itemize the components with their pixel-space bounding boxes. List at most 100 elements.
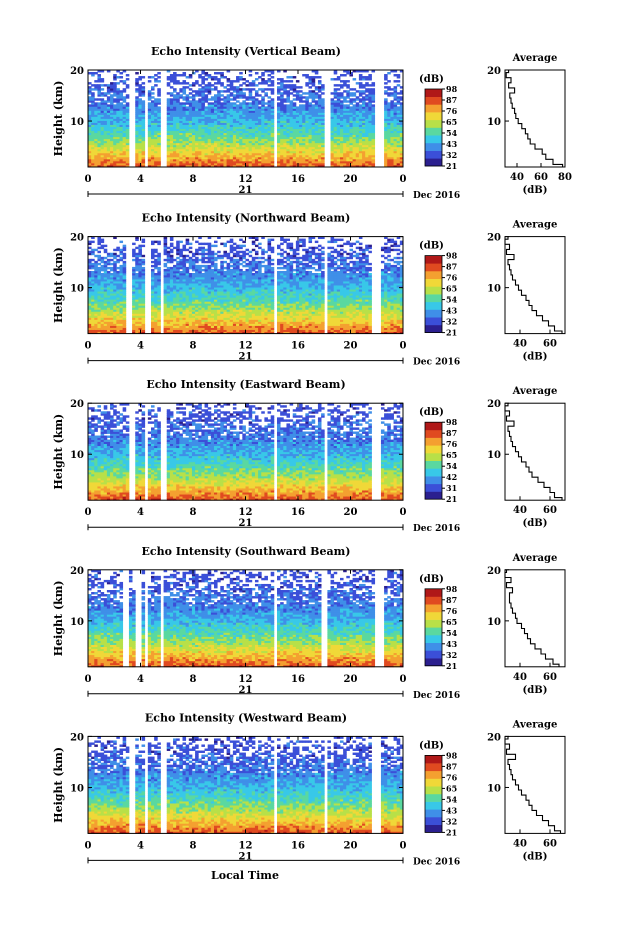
y-tick-label: 10: [70, 117, 84, 128]
heatmap-cell: [110, 162, 114, 166]
heatmap-cell: [188, 74, 193, 77]
heatmap-cell: [210, 120, 215, 123]
heatmap-cell: [135, 118, 139, 121]
heatmap-cell: [173, 78, 177, 81]
heatmap-cell: [346, 90, 350, 93]
heatmap-cell: [94, 146, 98, 150]
heatmap-cell: [251, 120, 256, 123]
heatmap-cell: [173, 122, 177, 125]
heatmap-cell: [110, 126, 114, 129]
heatmap-cell: [207, 138, 212, 142]
heatmap-cell: [195, 144, 199, 148]
heatmap-cell: [217, 78, 221, 81]
heatmap-cell: [166, 150, 171, 154]
heatmap-cell: [201, 138, 205, 142]
heatmap-cell: [201, 134, 205, 138]
heatmap-cell: [122, 114, 127, 117]
heatmap-cell: [88, 124, 92, 127]
heatmap-cell: [116, 82, 120, 85]
heatmap-cell: [141, 90, 146, 93]
heatmap-cell: [125, 96, 130, 99]
heatmap-cell: [214, 88, 218, 91]
heatmap-cell: [125, 110, 130, 113]
heatmap-cell: [258, 162, 262, 166]
heatmap-cell: [106, 152, 111, 156]
heatmap-cell: [201, 242, 205, 246]
heatmap-cell: [226, 142, 231, 146]
heatmap-cell: [169, 144, 174, 148]
heatmap-cell: [217, 108, 221, 111]
heatmap-cell: [261, 116, 265, 119]
heatmap-cell: [182, 136, 187, 140]
heatmap-cell: [214, 96, 218, 99]
heatmap-cell: [103, 260, 108, 264]
heatmap-cell: [97, 152, 101, 156]
heatmap-cell: [254, 130, 259, 134]
heatmap-cell: [210, 76, 215, 79]
heatmap-cell: [157, 108, 161, 111]
heatmap-cell: [100, 238, 105, 242]
heatmap-cell: [242, 124, 246, 127]
heatmap-cell: [195, 92, 199, 95]
heatmap-cell: [201, 128, 205, 132]
heatmap-cell: [122, 120, 127, 123]
heatmap-cell: [198, 140, 202, 144]
heatmap-cell: [214, 144, 218, 148]
heatmap-cell: [195, 240, 199, 244]
heatmap-cell: [245, 120, 250, 123]
heatmap-cell: [201, 164, 205, 168]
heatmap-cell: [198, 102, 202, 105]
heatmap-cell: [198, 88, 202, 91]
heatmap-cell: [210, 152, 215, 156]
heatmap-cell: [204, 114, 209, 117]
heatmap-cell: [88, 270, 92, 274]
heatmap-cell: [217, 96, 221, 99]
heatmap-cell: [204, 98, 209, 101]
heatmap-cell: [340, 74, 344, 77]
heatmap-cell: [239, 126, 243, 129]
heatmap-cell: [191, 96, 196, 99]
heatmap-cell: [198, 98, 202, 101]
heatmap-cell: [94, 120, 98, 123]
heatmap-cell: [147, 108, 152, 111]
heatmap-cell: [103, 100, 108, 103]
heatmap-cell: [173, 116, 177, 119]
heatmap-cell: [258, 132, 262, 136]
heatmap-cell: [147, 98, 152, 101]
heatmap-cell: [106, 258, 111, 262]
heatmap-cell: [179, 136, 183, 140]
heatmap-cell: [226, 138, 231, 142]
heatmap-cell: [226, 102, 231, 105]
heatmap-cell: [214, 98, 218, 101]
heatmap-cell: [204, 130, 209, 134]
heatmap-cell: [138, 138, 142, 142]
heatmap-cell: [258, 142, 262, 146]
heatmap-cell: [176, 142, 180, 146]
heatmap-cell: [204, 86, 209, 89]
heatmap-cell: [232, 124, 237, 127]
heatmap-cell: [88, 132, 92, 136]
heatmap-cell: [116, 136, 120, 140]
heatmap-cell: [154, 134, 158, 138]
heatmap-cell: [239, 146, 243, 150]
heatmap-cell: [122, 126, 127, 129]
heatmap-cell: [195, 118, 199, 121]
heatmap-cell: [226, 150, 231, 154]
heatmap-cell: [232, 146, 237, 150]
heatmap-cell: [166, 146, 171, 150]
heatmap-cell: [176, 116, 180, 119]
heatmap-cell: [100, 134, 105, 138]
heatmap-cell: [258, 140, 262, 144]
heatmap-cell: [214, 94, 218, 97]
heatmap-cell: [125, 116, 130, 119]
heatmap-cell: [232, 142, 237, 146]
heatmap-cell: [204, 90, 209, 93]
heatmap-cell: [191, 72, 196, 75]
heatmap-cell: [258, 88, 262, 91]
heatmap-cell: [251, 140, 256, 144]
heatmap-cell: [157, 94, 161, 97]
heatmap-cell: [204, 110, 209, 113]
heatmap-cell: [229, 98, 234, 101]
heatmap-cell: [254, 160, 259, 164]
heatmap-cell: [169, 76, 174, 79]
